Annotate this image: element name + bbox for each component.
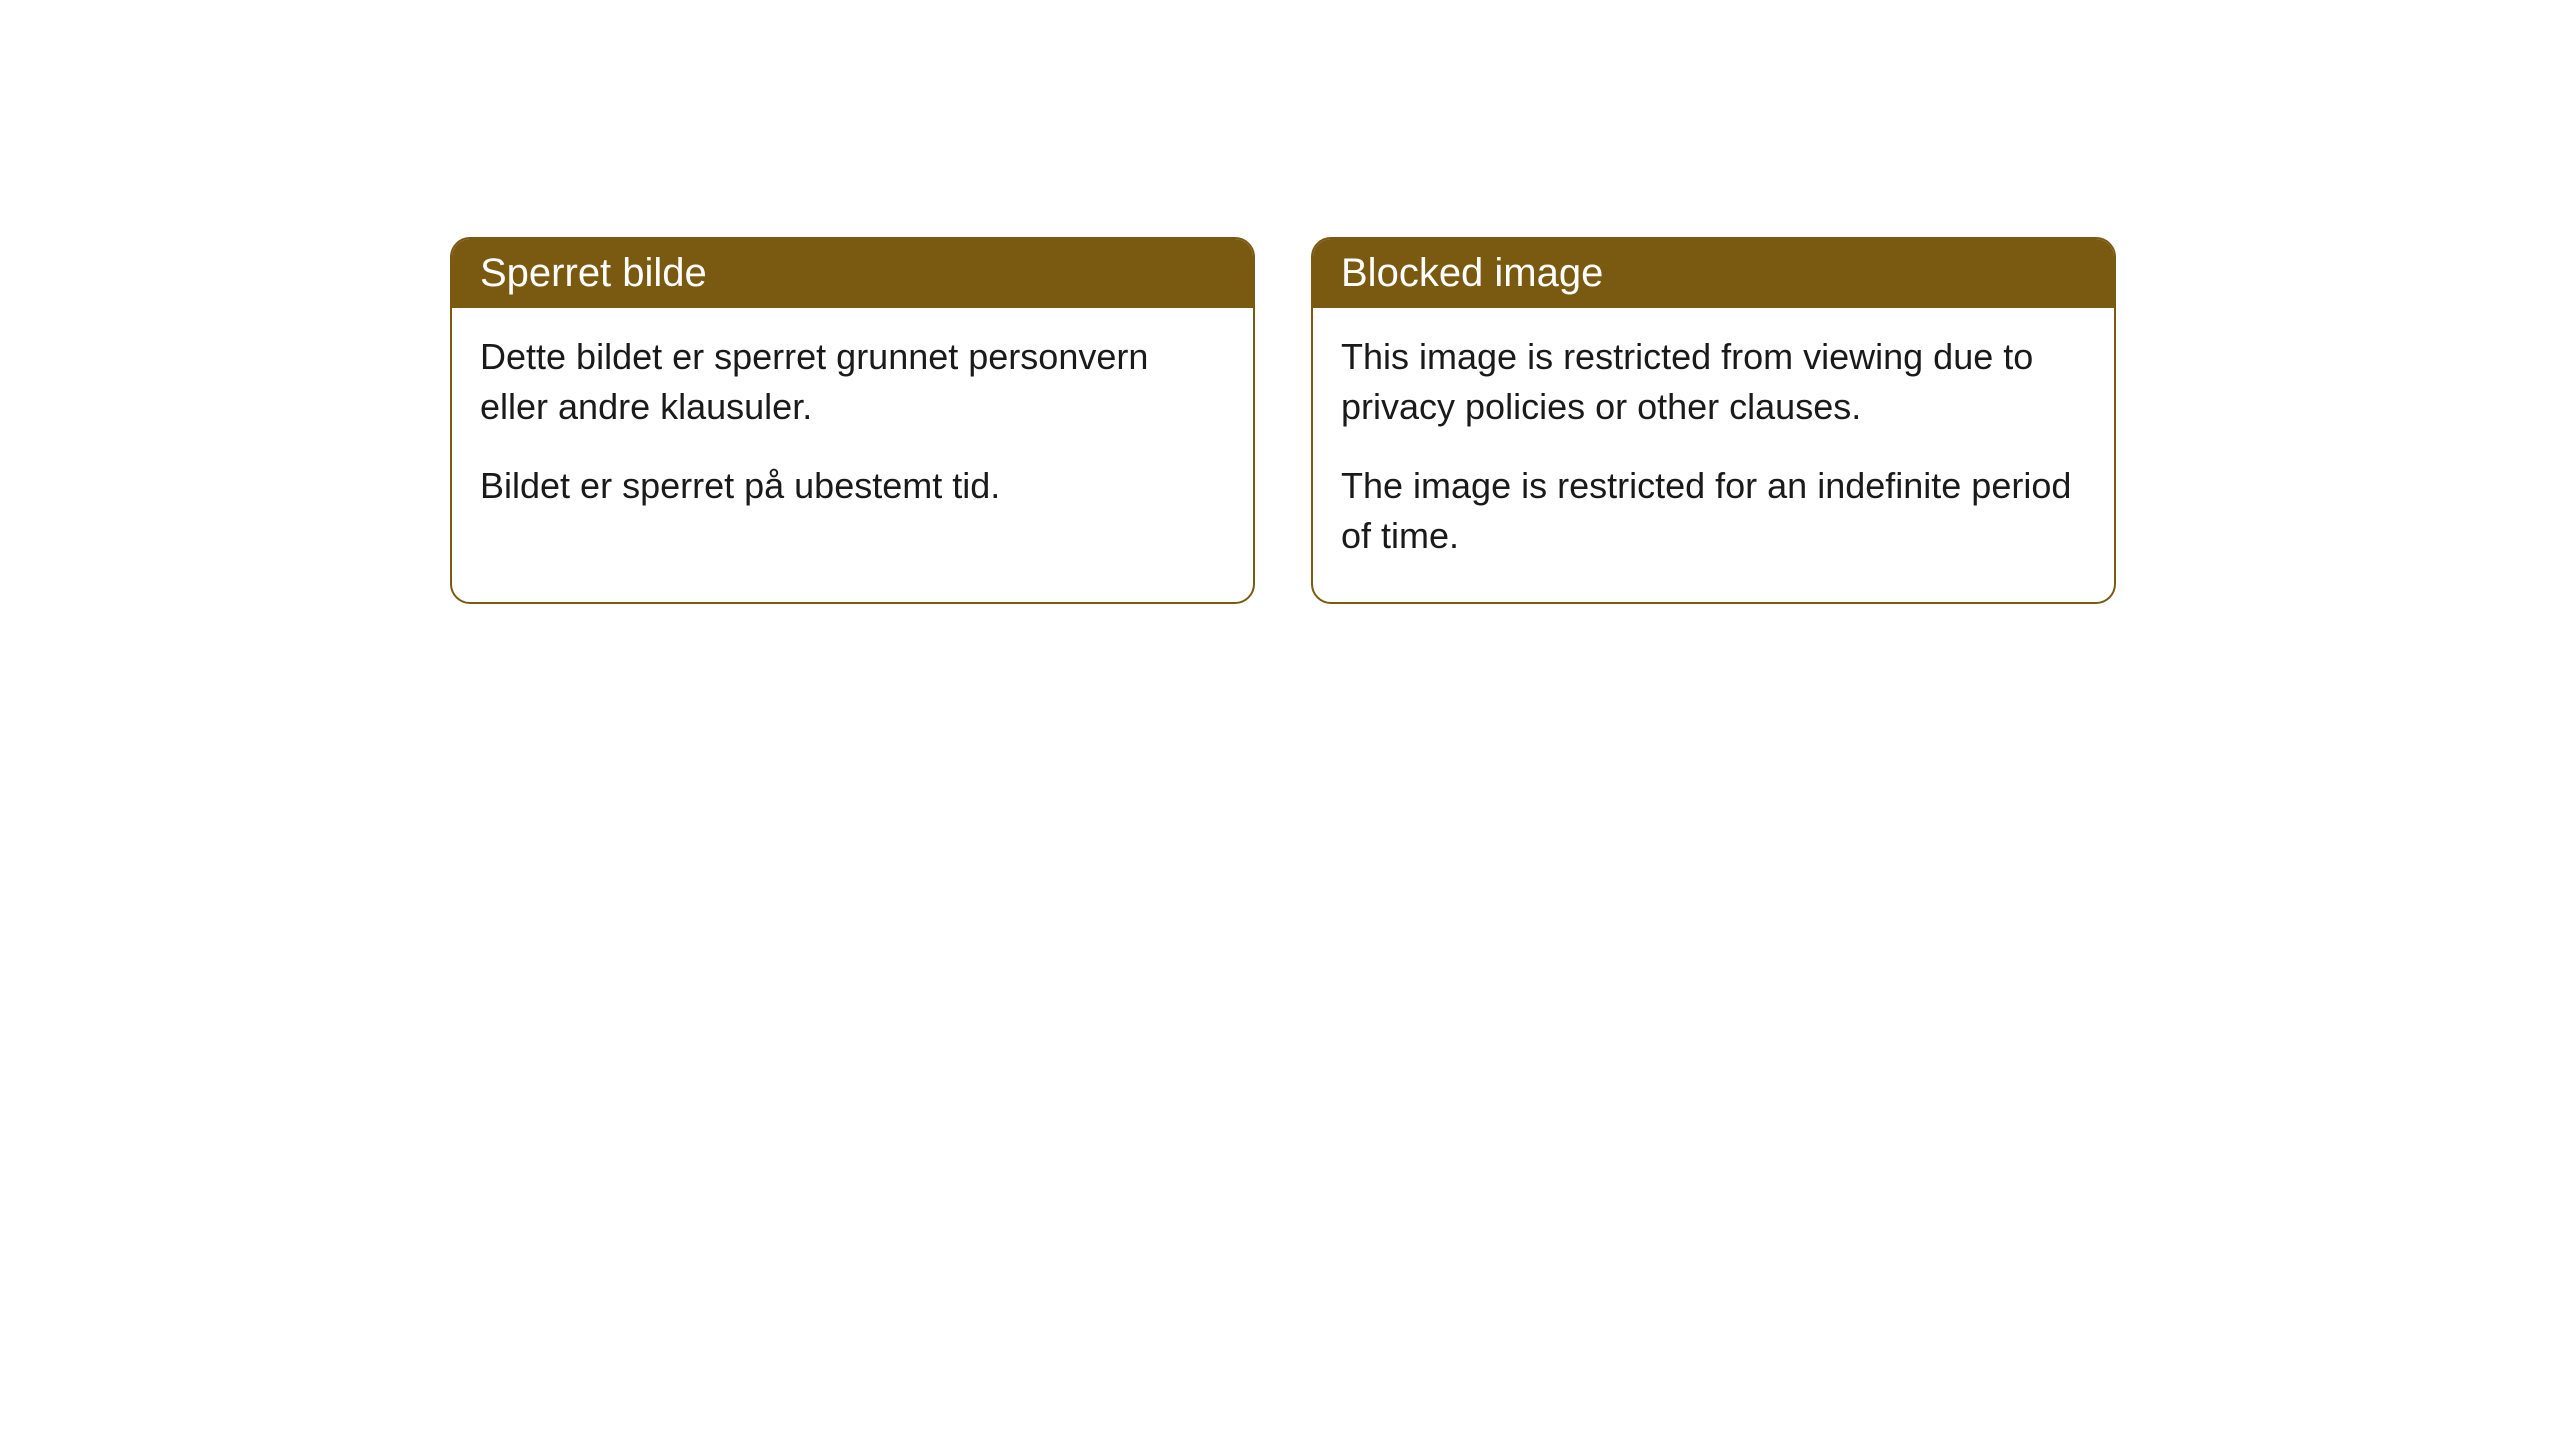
notice-cards-container: Sperret bilde Dette bildet er sperret gr…: [450, 237, 2116, 604]
notice-card-english: Blocked image This image is restricted f…: [1311, 237, 2116, 604]
card-body-english: This image is restricted from viewing du…: [1313, 308, 2114, 602]
card-header-english: Blocked image: [1313, 239, 2114, 308]
card-title: Blocked image: [1341, 251, 1603, 295]
card-body-norwegian: Dette bildet er sperret grunnet personve…: [452, 308, 1253, 551]
card-header-norwegian: Sperret bilde: [452, 239, 1253, 308]
notice-card-norwegian: Sperret bilde Dette bildet er sperret gr…: [450, 237, 1255, 604]
card-title: Sperret bilde: [480, 251, 707, 295]
card-paragraph: This image is restricted from viewing du…: [1341, 332, 2086, 433]
card-paragraph: Dette bildet er sperret grunnet personve…: [480, 332, 1225, 433]
card-paragraph: Bildet er sperret på ubestemt tid.: [480, 461, 1225, 511]
card-paragraph: The image is restricted for an indefinit…: [1341, 461, 2086, 562]
